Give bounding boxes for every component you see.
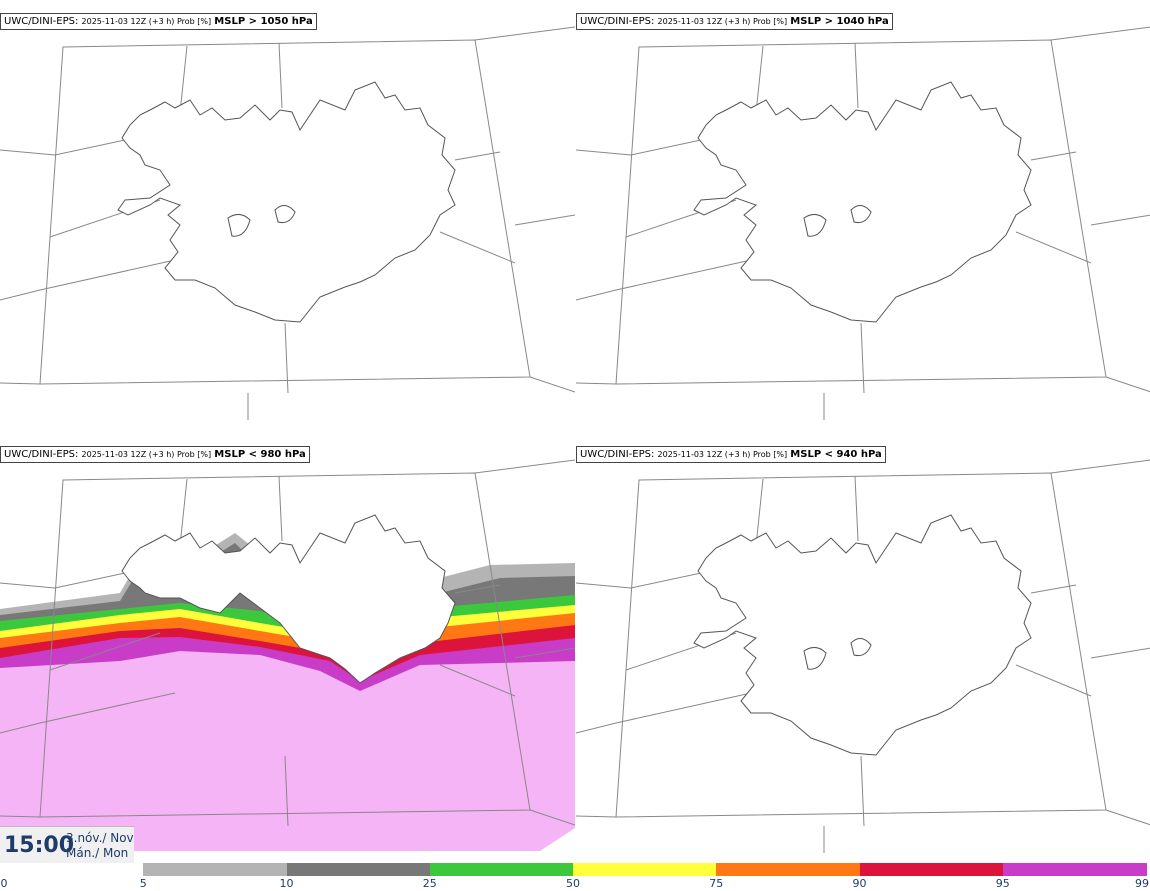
colorbar-segment bbox=[286, 863, 431, 876]
colorbar-tick-label: 90 bbox=[852, 877, 867, 890]
model-source: UWC/DINI-EPS bbox=[580, 16, 651, 27]
iceland-coastline bbox=[121, 514, 456, 684]
prob-band-99 bbox=[0, 648, 575, 851]
colorbar-segment bbox=[143, 863, 287, 876]
panel-title: UWC/DINI-EPS: 2025-11-03 12Z (+3 h) Prob… bbox=[576, 13, 893, 30]
colorbar-tick-label: 0 bbox=[0, 877, 8, 890]
iceland-coastline bbox=[693, 81, 1032, 323]
map-panel-mslp-gt-1050: UWC/DINI-EPS: 2025-11-03 12Z (+3 h) Prob… bbox=[0, 0, 575, 432]
graticule-lines bbox=[0, 459, 575, 827]
run-meta: 2025-11-03 12Z (+3 h) Prob [%] bbox=[81, 450, 212, 459]
valid-weekday: Mán./ Mon bbox=[66, 846, 129, 860]
variable-label: MSLP < 940 hPa bbox=[790, 449, 882, 460]
colorbar-segment bbox=[573, 863, 717, 876]
iceland-coastline bbox=[693, 514, 1032, 756]
colorbar-tick-label: 50 bbox=[566, 877, 580, 890]
graticule-lines bbox=[0, 26, 575, 420]
prob-band-90 bbox=[0, 621, 575, 681]
valid-date: 3.nóv./ Nov bbox=[66, 831, 134, 845]
map-canvas bbox=[576, 26, 1150, 420]
colorbar-segment bbox=[1002, 863, 1147, 876]
colorbar-segment bbox=[429, 863, 574, 876]
model-source: UWC/DINI-EPS bbox=[580, 449, 651, 460]
run-meta: 2025-11-03 12Z (+3 h) Prob [%] bbox=[657, 17, 788, 26]
run-meta: 2025-11-03 12Z (+3 h) Prob [%] bbox=[657, 450, 788, 459]
map-canvas bbox=[0, 26, 575, 420]
valid-time-box: 15:00 3.nóv./ Nov Mán./ Mon bbox=[0, 826, 134, 863]
variable-label: MSLP < 980 hPa bbox=[214, 449, 306, 460]
map-panel-mslp-gt-1040: UWC/DINI-EPS: 2025-11-03 12Z (+3 h) Prob… bbox=[576, 0, 1150, 432]
map-canvas bbox=[576, 459, 1150, 853]
colorbar-segment bbox=[716, 863, 860, 876]
map-panel-mslp-lt-940: UWC/DINI-EPS: 2025-11-03 12Z (+3 h) Prob… bbox=[576, 433, 1150, 865]
panel-title: UWC/DINI-EPS: 2025-11-03 12Z (+3 h) Prob… bbox=[0, 13, 317, 30]
map-canvas bbox=[0, 459, 575, 851]
colorbar-tick-label: 95 bbox=[995, 877, 1010, 890]
colorbar-tick-label: 99 bbox=[1135, 877, 1149, 890]
map-panel-mslp-lt-980: UWC/DINI-EPS: 2025-11-03 12Z (+3 h) Prob… bbox=[0, 433, 575, 865]
run-meta: 2025-11-03 12Z (+3 h) Prob [%] bbox=[81, 17, 212, 26]
colorbar-segment bbox=[0, 863, 144, 876]
colorbar-legend: 0 5 10 25 50 75 90 95 99 bbox=[0, 863, 1150, 891]
colorbar-tick-label: 5 bbox=[139, 877, 147, 890]
colorbar-tick-label: 10 bbox=[279, 877, 294, 890]
model-source: UWC/DINI-EPS bbox=[4, 16, 75, 27]
colorbar-segment bbox=[859, 863, 1004, 876]
variable-label: MSLP > 1040 hPa bbox=[790, 16, 889, 27]
graticule-lines bbox=[576, 26, 1150, 420]
variable-label: MSLP > 1050 hPa bbox=[214, 16, 313, 27]
colorbar-tick-label: 25 bbox=[422, 877, 437, 890]
panel-title: UWC/DINI-EPS: 2025-11-03 12Z (+3 h) Prob… bbox=[576, 446, 886, 463]
iceland-coastline bbox=[117, 81, 456, 323]
colorbar-tick-label: 75 bbox=[709, 877, 724, 890]
model-source: UWC/DINI-EPS bbox=[4, 449, 75, 460]
valid-time: 15:00 bbox=[4, 833, 75, 858]
panel-title: UWC/DINI-EPS: 2025-11-03 12Z (+3 h) Prob… bbox=[0, 446, 310, 463]
